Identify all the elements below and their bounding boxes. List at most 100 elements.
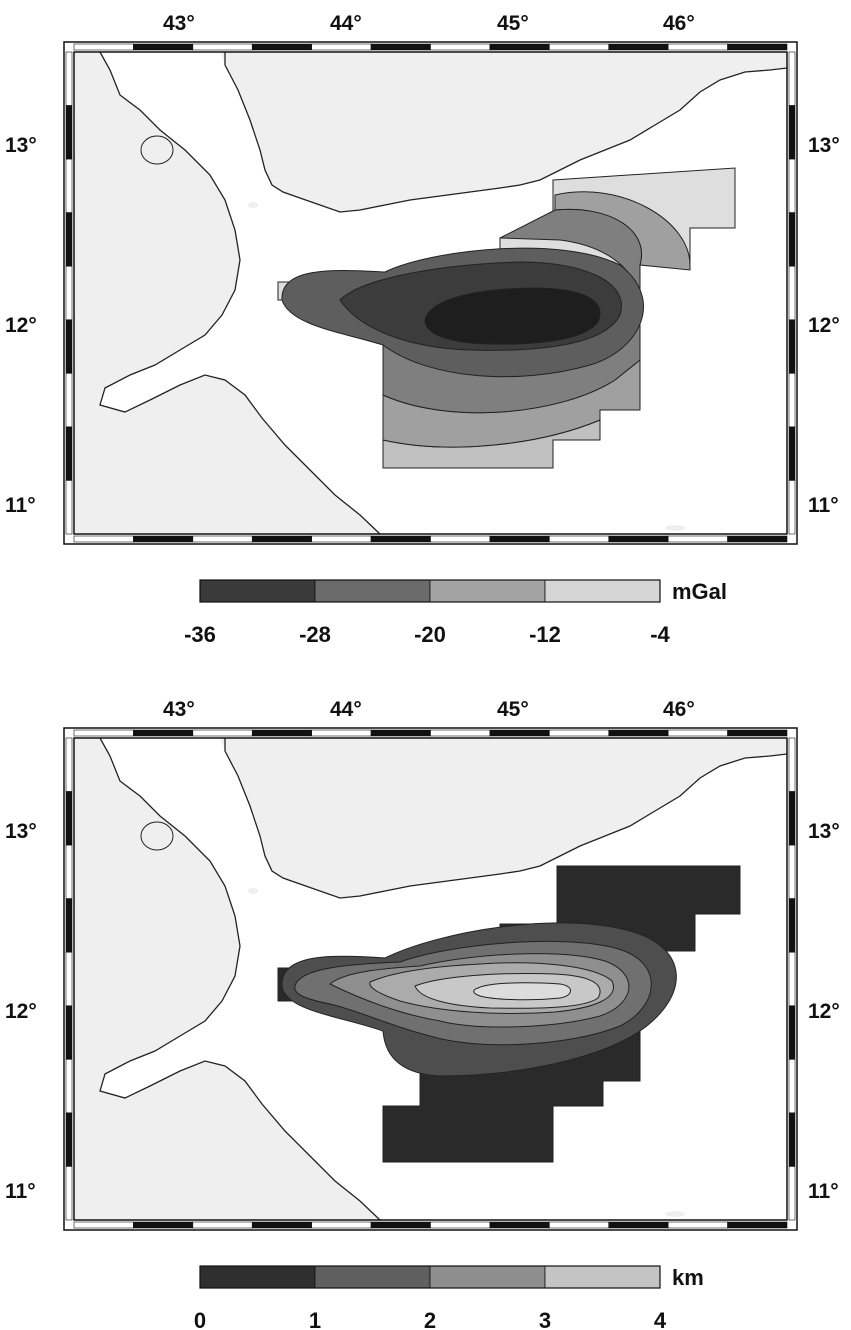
- frame-segment: [73, 729, 134, 737]
- map-frame: [63, 41, 798, 545]
- frame-segment: [251, 1221, 312, 1229]
- lat-label-11-left: 11°: [5, 494, 36, 517]
- frame-segment: [73, 535, 134, 543]
- frame-segment: [608, 535, 669, 543]
- colorbar-swatch: [314, 1265, 431, 1289]
- colorbar-swatch: [314, 579, 431, 603]
- frame-segment: [788, 1005, 796, 1060]
- frame-segment: [192, 43, 253, 51]
- frame-segment: [667, 535, 728, 543]
- colorbar-depth: km 0 1 2 3 4: [194, 1265, 704, 1330]
- lat-label-12-left: 12°: [5, 314, 37, 337]
- colorbar-swatch: [429, 1265, 546, 1289]
- frame-segment: [65, 737, 73, 792]
- colorbar-tick-3: -12: [529, 622, 561, 647]
- frame-segment: [430, 535, 491, 543]
- frame-segment: [65, 373, 73, 428]
- depth-field: [277, 865, 741, 1163]
- frame-segment: [192, 1221, 253, 1229]
- frame-segment: [430, 729, 491, 737]
- colorbar-tick-0: 0: [194, 1308, 206, 1330]
- depth-core: [473, 982, 571, 1001]
- frame-segment: [788, 373, 796, 428]
- frame-segment: [489, 43, 550, 51]
- gravity-map-panel: 43° 44° 45° 46° 13° 12° 11° 13° 12° 11°: [5, 12, 840, 647]
- frame-segment: [370, 1221, 431, 1229]
- frame-segment: [311, 1221, 372, 1229]
- frame-ticks-top: [73, 43, 788, 51]
- frame-segment: [788, 265, 796, 321]
- frame-segment: [65, 319, 73, 374]
- frame-segment: [133, 535, 194, 543]
- frame-segment: [311, 535, 372, 543]
- frame-segment: [667, 729, 728, 737]
- lat-label-12-right: 12°: [808, 314, 840, 337]
- lon-label-45: 45°: [497, 698, 529, 721]
- lon-label-44: 44°: [330, 698, 362, 721]
- frame-segment: [65, 158, 73, 213]
- land-africa: [74, 738, 380, 1220]
- frame-segment: [608, 43, 669, 51]
- frame-segment: [65, 426, 73, 481]
- frame-segment: [65, 105, 73, 160]
- lat-label-13-left: 13°: [5, 820, 37, 843]
- coastline-island-hanish: [140, 821, 174, 851]
- coastline-africa: [99, 51, 381, 535]
- frame-segment: [608, 729, 669, 737]
- lon-label-44: 44°: [330, 12, 362, 35]
- lat-label-13-right: 13°: [808, 134, 840, 157]
- frame-segment: [65, 51, 73, 106]
- colorbar-swatch: [199, 579, 316, 603]
- frame-segment: [549, 535, 610, 543]
- frame-segment: [788, 212, 796, 267]
- colorbar-tick-1: 1: [309, 1308, 321, 1330]
- frame-segment: [430, 43, 491, 51]
- frame-segment: [65, 1112, 73, 1167]
- lon-label-46: 46°: [663, 12, 695, 35]
- frame-ticks-bottom: [73, 535, 788, 543]
- frame-segment: [133, 1221, 194, 1229]
- coastline-africa: [99, 737, 381, 1221]
- lon-label-46: 46°: [663, 698, 695, 721]
- frame-segment: [788, 1166, 796, 1221]
- island-perim: [248, 888, 258, 894]
- lon-label-43: 43°: [163, 698, 195, 721]
- frame-ticks-bottom: [73, 1221, 788, 1229]
- frame-segment: [788, 1059, 796, 1114]
- frame-segment: [727, 43, 788, 51]
- lon-label-43: 43°: [163, 12, 195, 35]
- coastline-arabia: [224, 738, 788, 899]
- frame-segment: [549, 729, 610, 737]
- island-socotra-edge: [665, 525, 685, 531]
- frame-segment: [370, 43, 431, 51]
- frame-segment: [489, 535, 550, 543]
- frame-segment: [788, 426, 796, 481]
- land-arabia: [220, 738, 787, 898]
- frame-segment: [65, 791, 73, 846]
- lon-label-45: 45°: [497, 12, 529, 35]
- colorbar-swatch: [544, 1265, 661, 1289]
- colorbar-tick-3: 3: [539, 1308, 551, 1330]
- lat-label-11-right: 11°: [808, 494, 839, 517]
- frame-segment: [788, 105, 796, 160]
- frame-segment: [788, 951, 796, 1007]
- frame-segment: [549, 43, 610, 51]
- frame-segment: [65, 844, 73, 899]
- frame-segment: [192, 535, 253, 543]
- frame-segment: [65, 1059, 73, 1114]
- island-perim: [248, 202, 258, 208]
- frame-ticks-left: [65, 51, 73, 535]
- gravity-anomaly-field: [277, 167, 736, 469]
- colorbar-unit-mgal: mGal: [672, 579, 727, 604]
- frame-segment: [370, 729, 431, 737]
- frame-segment: [489, 1221, 550, 1229]
- colorbar-tick-0: -36: [184, 622, 216, 647]
- frame-segment: [608, 1221, 669, 1229]
- coastline-arabia: [224, 52, 788, 213]
- frame-segment: [727, 1221, 788, 1229]
- colorbar-swatch: [544, 579, 661, 603]
- depth-map-panel: 43° 44° 45° 46° 13° 12° 11° 13° 12° 11°: [5, 698, 840, 1330]
- frame-segment: [788, 791, 796, 846]
- lat-label-13-right: 13°: [808, 820, 840, 843]
